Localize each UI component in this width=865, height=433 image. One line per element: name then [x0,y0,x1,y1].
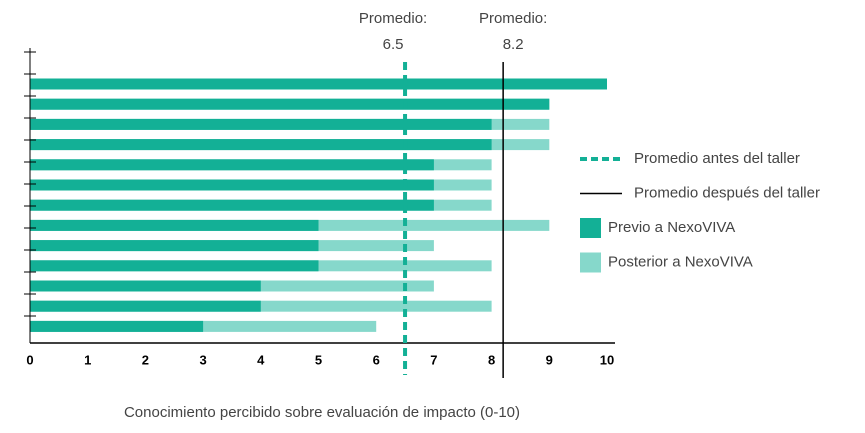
x-tick-label: 0 [26,352,33,367]
bar [30,98,550,110]
legend-label: Posterior a NexoVIVA [608,253,753,270]
x-tick-label: 4 [257,352,265,367]
x-tick-label: 3 [199,352,206,367]
bar [30,219,319,231]
x-axis-label: Conocimiento percibido sobre evaluación … [124,404,520,421]
bar [30,179,434,191]
reference-label: Promedio: [479,10,547,27]
x-tick-label: 10 [600,352,614,367]
reference-value: 6.5 [383,36,404,53]
bar [30,199,434,211]
x-tick-label: 2 [142,352,149,367]
x-tick-label: 5 [315,352,322,367]
bar [30,159,434,171]
legend-swatch [580,252,601,273]
legend-label: Promedio después del taller [634,184,820,201]
bar [30,78,607,90]
bar [30,280,261,292]
bar [30,139,492,151]
x-tick-label: 1 [84,352,91,367]
bar [30,300,261,312]
bar [30,118,492,130]
bar [30,320,204,332]
bar [30,240,319,252]
legend-swatch [580,218,601,238]
x-tick-label: 6 [373,352,380,367]
legend-label: Promedio antes del taller [634,150,800,167]
x-tick-label: 9 [546,352,553,367]
x-tick-label: 8 [488,352,495,367]
reference-label: Promedio: [359,10,427,27]
legend-label: Previo a NexoVIVA [608,219,735,236]
x-tick-label: 7 [430,352,437,367]
reference-value: 8.2 [503,36,524,53]
bar [30,260,319,272]
